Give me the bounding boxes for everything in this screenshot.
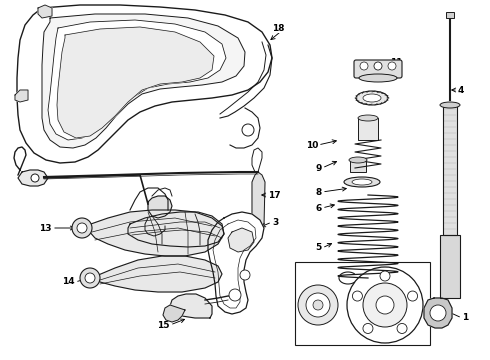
Bar (295, 262, 430, 345)
Polygon shape (96, 256, 222, 292)
Circle shape (240, 270, 250, 280)
Text: 14: 14 (62, 278, 75, 287)
Polygon shape (57, 27, 214, 138)
Circle shape (298, 285, 338, 325)
Polygon shape (252, 172, 265, 235)
Polygon shape (88, 210, 224, 256)
Circle shape (77, 223, 87, 233)
Text: 17: 17 (268, 190, 281, 199)
Polygon shape (17, 5, 272, 163)
Polygon shape (38, 5, 52, 18)
Text: 11: 11 (390, 58, 402, 67)
Text: 4: 4 (458, 86, 465, 95)
Circle shape (306, 293, 330, 317)
Polygon shape (170, 294, 212, 318)
Bar (446, 12, 454, 18)
Polygon shape (163, 305, 185, 322)
Circle shape (430, 305, 446, 321)
Text: 18: 18 (272, 23, 285, 32)
Circle shape (347, 267, 423, 343)
Circle shape (397, 324, 407, 333)
Circle shape (374, 62, 382, 70)
Text: 8: 8 (316, 188, 322, 197)
Circle shape (313, 300, 323, 310)
Polygon shape (228, 228, 254, 252)
Polygon shape (208, 212, 264, 314)
Circle shape (72, 218, 92, 238)
Bar (440, 235, 460, 298)
Text: 9: 9 (316, 163, 322, 172)
Text: 3: 3 (272, 217, 278, 226)
Ellipse shape (440, 102, 460, 108)
Circle shape (376, 296, 394, 314)
Bar (443, 105, 457, 235)
Circle shape (363, 324, 373, 333)
Text: 7: 7 (326, 274, 332, 283)
Text: 16: 16 (136, 211, 148, 220)
Text: 10: 10 (306, 140, 318, 149)
Polygon shape (148, 196, 172, 218)
Bar (350, 160, 366, 172)
Circle shape (85, 273, 95, 283)
Ellipse shape (363, 94, 381, 102)
Text: 12: 12 (197, 238, 210, 247)
Circle shape (380, 271, 390, 281)
Ellipse shape (344, 177, 380, 187)
FancyBboxPatch shape (354, 60, 402, 78)
Polygon shape (424, 298, 452, 328)
Ellipse shape (349, 157, 367, 163)
Bar (358, 118, 378, 140)
Polygon shape (42, 14, 245, 148)
Polygon shape (18, 170, 48, 186)
Ellipse shape (359, 74, 397, 82)
Ellipse shape (352, 179, 372, 185)
Circle shape (31, 174, 39, 182)
Circle shape (80, 268, 100, 288)
Circle shape (388, 62, 396, 70)
Text: 1: 1 (462, 314, 468, 323)
Polygon shape (48, 20, 226, 140)
Text: 13: 13 (40, 224, 52, 233)
Text: 15: 15 (157, 320, 170, 329)
Text: 5: 5 (316, 243, 322, 252)
Circle shape (352, 291, 363, 301)
Text: 6: 6 (316, 203, 322, 212)
Circle shape (360, 62, 368, 70)
Polygon shape (15, 90, 28, 102)
Circle shape (363, 283, 407, 327)
Ellipse shape (358, 115, 378, 121)
Circle shape (229, 289, 241, 301)
Polygon shape (128, 212, 224, 247)
Circle shape (408, 291, 417, 301)
Text: 2: 2 (332, 297, 338, 306)
Ellipse shape (356, 91, 388, 105)
